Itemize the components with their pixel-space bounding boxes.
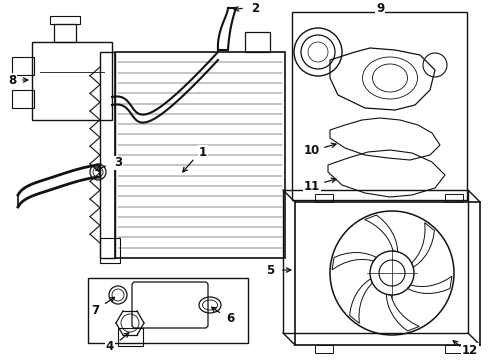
Text: 9: 9: [376, 1, 384, 14]
Text: 5: 5: [266, 264, 274, 276]
Bar: [115, 52, 285, 258]
Bar: [50, 16, 80, 24]
Text: 6: 6: [226, 311, 234, 324]
Text: 2: 2: [251, 1, 259, 14]
Bar: [283, 190, 468, 333]
Text: 3: 3: [114, 157, 122, 170]
Bar: [54, 24, 76, 42]
Bar: [295, 202, 480, 345]
Bar: [100, 52, 115, 258]
Bar: [100, 238, 120, 263]
Text: 10: 10: [304, 144, 320, 157]
Bar: [88, 278, 248, 343]
Text: 4: 4: [106, 341, 114, 354]
Bar: [292, 12, 467, 200]
Text: 8: 8: [8, 73, 16, 86]
Bar: [118, 328, 143, 346]
Text: 11: 11: [304, 180, 320, 193]
Bar: [315, 345, 333, 353]
Bar: [315, 194, 333, 202]
Bar: [245, 32, 270, 52]
Text: 1: 1: [199, 145, 207, 158]
Bar: [12, 57, 34, 75]
Text: 12: 12: [462, 343, 478, 356]
Bar: [445, 345, 463, 353]
Text: 7: 7: [91, 303, 99, 316]
Bar: [12, 90, 34, 108]
Bar: [445, 194, 463, 202]
Bar: [32, 42, 112, 120]
